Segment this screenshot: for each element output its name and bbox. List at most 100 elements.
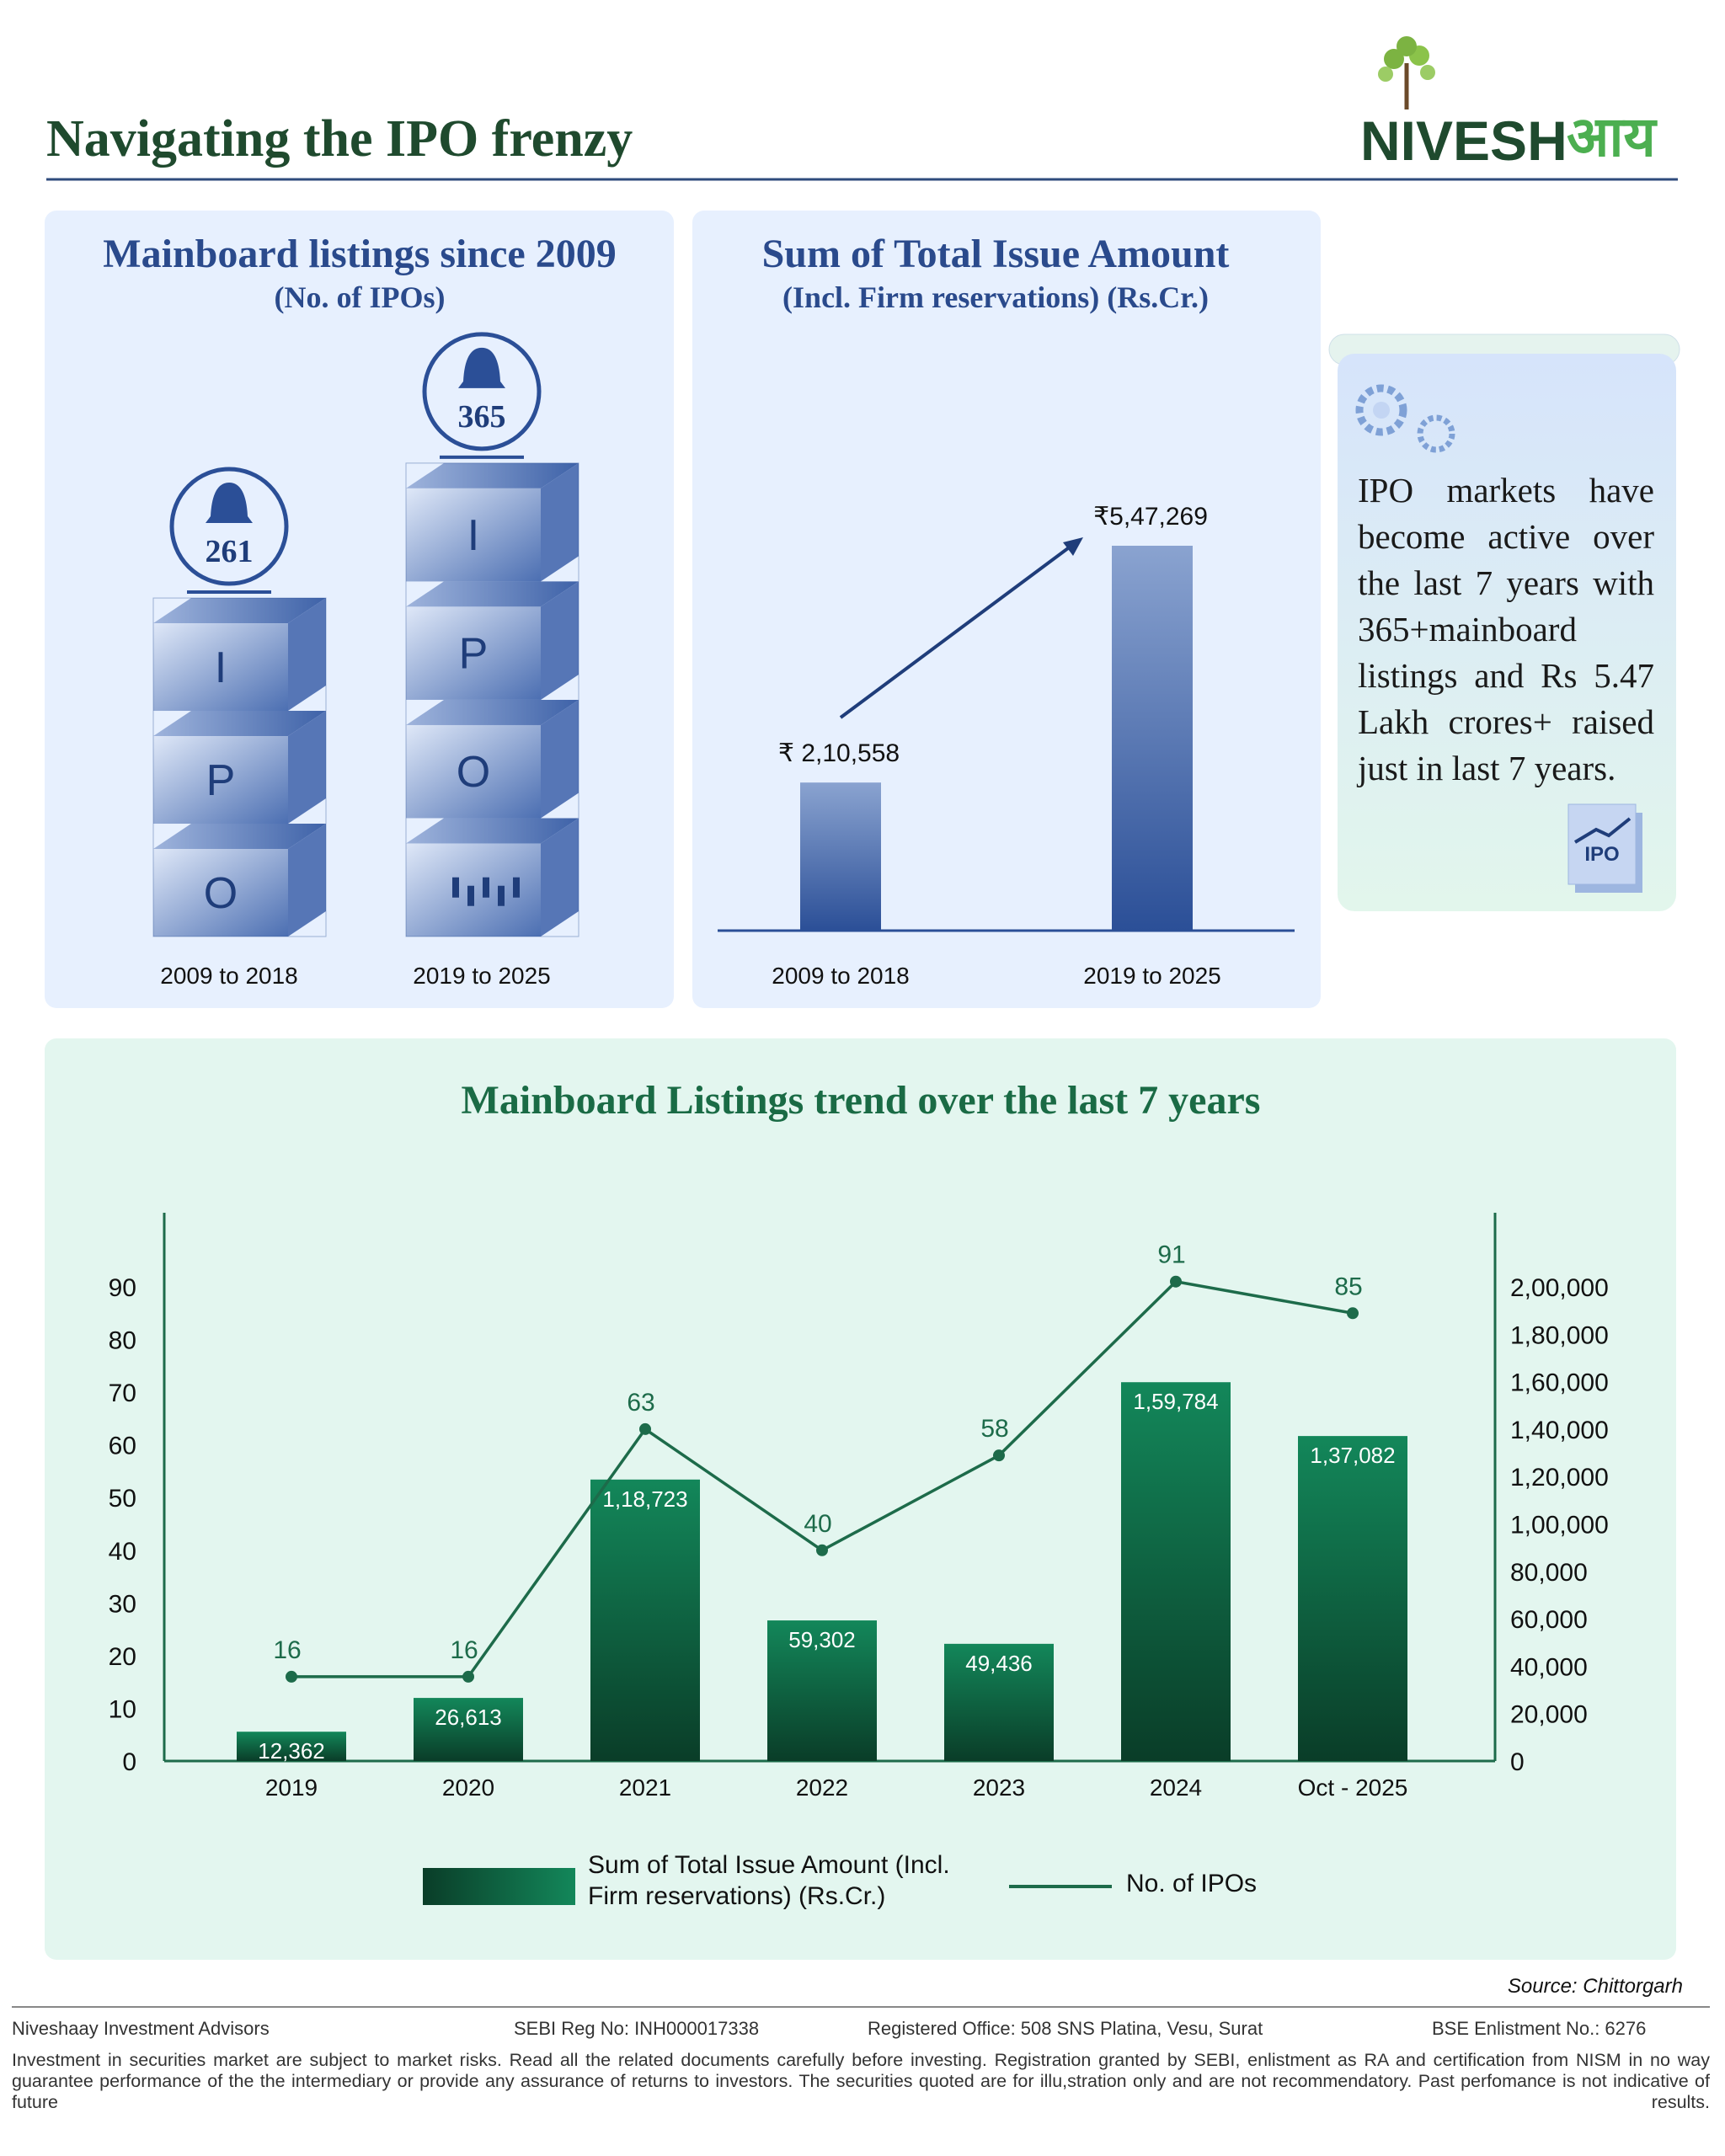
block-top [153,824,326,850]
x-tick-label: 2019 to 2025 [413,963,551,989]
line-point [993,1449,1005,1462]
value-label: 59,302 [788,1627,856,1652]
value-label: ₹ 2,10,558 [778,739,900,767]
bar [590,1479,700,1761]
arrow-head [1063,537,1083,556]
x-tick-label: 2024 [1150,1774,1202,1801]
y2-tick-label: 60,000 [1510,1606,1588,1634]
block-side [541,581,579,700]
block-top [406,462,579,488]
line-point [286,1670,297,1683]
y2-tick-label: 0 [1510,1748,1525,1776]
y2-tick-label: 20,000 [1510,1701,1588,1729]
y-tick-label: 20 [109,1643,136,1671]
value-label: 16 [450,1636,478,1664]
x-tick-label: 2023 [973,1774,1025,1801]
candle-icon [513,877,520,898]
block-side [541,818,579,937]
value-label: 85 [1334,1273,1362,1300]
chart-title: Mainboard listings since 2009 [103,232,616,276]
legend-swatches [423,1868,1112,1905]
y-tick-label: 80 [109,1327,136,1355]
bell-icon [458,347,505,388]
legend-label: Sum of Total Issue Amount (Incl. Firm re… [588,1851,950,1910]
x-tick-label: Oct - 2025 [1298,1774,1408,1801]
y-tick-label: 0 [122,1748,136,1776]
bell-icon [206,483,253,524]
bar [944,1643,1054,1761]
panel [692,211,1321,1008]
footer-office: Registered Office: 508 SNS Platina, Vesu… [868,2018,1263,2039]
y2-tick-label: 1,80,000 [1510,1321,1609,1349]
block-side [288,711,326,825]
value-label: 26,613 [435,1705,502,1730]
badge [169,467,289,586]
x-tick-label: 2020 [442,1774,494,1801]
trend-arrow [839,539,1080,719]
y2-tick-label: 2,00,000 [1510,1274,1609,1302]
block-top [153,598,326,624]
y2-tick-label: 1,60,000 [1510,1369,1609,1397]
block-side [541,462,579,582]
block-front [406,724,541,819]
value-label: ₹5,47,269 [1093,503,1208,531]
footer-bse: BSE Enlistment No.: 6276 [1432,2018,1647,2039]
badge [422,332,542,451]
block-front [153,736,288,825]
note-card: IPO [1328,334,1680,911]
value-label: 58 [980,1415,1008,1443]
panel [45,211,674,1008]
candle-icon [452,877,459,898]
x-tick-label: 2009 to 2018 [772,963,910,989]
y-tick-label: 50 [109,1485,136,1513]
value-label: 261 [206,534,254,569]
block-side [288,824,326,937]
source: Source: Chittorgarh [1507,1975,1683,1998]
legend-label: No. of IPOs [1126,1870,1258,1897]
chart-subtitle: (Incl. Firm reservations) (Rs.Cr.) [782,280,1209,314]
x-tick-label: 2022 [796,1774,848,1801]
block-top [406,818,579,844]
disclaimer: Investment in securities market are subj… [12,2050,1710,2112]
legend-swatch [423,1868,575,1905]
logo-script: आय [1567,105,1658,168]
chart-title: Sum of Total Issue Amount [762,232,1230,276]
y2-tick-label: 80,000 [1510,1559,1588,1587]
candle-icon [483,877,489,898]
x-tick-label: 2019 [265,1774,318,1801]
icon-label: IPO [1584,843,1619,866]
block-label: P [459,630,489,679]
value-label: 1,37,082 [1310,1443,1395,1468]
footer-company: Niveshaay Investment Advisors [12,2018,270,2039]
footer-sebi: SEBI Reg No: INH000017338 [514,2018,760,2039]
y-tick-label: 60 [109,1433,136,1460]
block-front [153,623,288,712]
line-point [816,1544,828,1556]
stack [152,597,327,937]
bar [1112,546,1193,931]
y2-tick-label: 1,40,000 [1510,1417,1609,1444]
value-label: 365 [458,399,506,435]
block-label: O [204,869,238,918]
block-front [153,849,288,937]
block-front [406,606,541,700]
candle-icon [467,885,474,906]
line-point [462,1670,474,1683]
bar [800,782,881,931]
page-title: Navigating the IPO frenzy [46,110,633,168]
value-label: 1,18,723 [602,1486,687,1512]
y-tick-label: 10 [109,1695,136,1723]
y-tick-label: 40 [109,1538,136,1566]
value-label: 16 [273,1636,301,1664]
line-point [1170,1275,1182,1288]
stack [405,462,579,937]
note-text: IPO markets have become active over the … [1358,471,1654,787]
logo: NIVESH आय [1360,36,1658,172]
block-label: I [467,511,479,560]
bar [1298,1436,1407,1761]
block-label: O [457,748,490,797]
x-tick-label: 2021 [619,1774,671,1801]
block-label: I [215,643,227,692]
